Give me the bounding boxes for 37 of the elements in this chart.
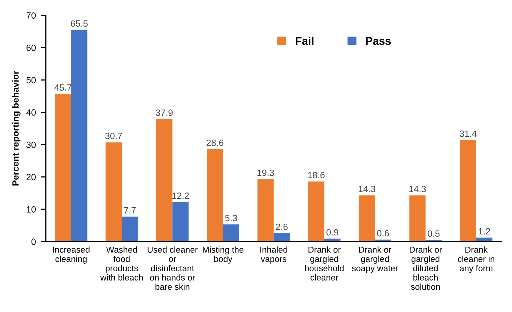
y-tick-label: 30 (26, 142, 36, 148)
x-tick-label: Drank or gargled household cleaner (305, 246, 344, 281)
data-label: 1.2 (478, 228, 490, 235)
data-label: 12.2 (172, 192, 190, 200)
y-tick-label: 10 (27, 206, 36, 213)
data-label: 30.7 (105, 133, 122, 140)
x-tick-label: Misting the body (203, 246, 244, 264)
x-tick-label: Used cleaner or disinfectant on hands or bare skin (148, 246, 198, 290)
x-tick-label: Increased cleaning (53, 246, 90, 264)
data-label: 14.3 (358, 186, 376, 192)
legend-label: Fail (296, 36, 314, 46)
data-label: 14.3 (410, 186, 426, 192)
data-label: 65.5 (71, 20, 88, 27)
data-label: 0.6 (377, 230, 390, 237)
x-tick-label: Drank or gargled soapy water (352, 246, 398, 274)
data-label: 37.9 (156, 110, 173, 116)
y-tick-label: 20 (26, 174, 36, 181)
x-tick-label: Inhaled vapors (260, 246, 288, 264)
data-label: 0.5 (428, 230, 440, 238)
y-tick-label: 60 (26, 44, 36, 52)
data-label: 7.7 (124, 207, 136, 214)
data-label: 0.9 (326, 229, 338, 236)
legend-label: Pass (366, 37, 392, 46)
x-tick-label: Drank cleaner in any form (458, 246, 495, 274)
y-tick-label: 0 (32, 238, 36, 246)
y-tick-label: 40 (26, 110, 36, 116)
data-label: 31.4 (460, 130, 477, 138)
y-tick-label: 70 (26, 12, 36, 19)
x-tick-label: Washed food products with bleach (100, 246, 144, 281)
x-tick-label: Drank or gargled diluted bleach solution (410, 246, 442, 290)
data-label: 28.6 (206, 140, 224, 146)
data-label: 19.3 (258, 170, 274, 176)
data-label: 5.3 (225, 215, 238, 222)
y-axis-title: Percent reporting behavior (12, 71, 21, 186)
y-tick-label: 50 (26, 77, 36, 84)
data-label: 18.6 (308, 172, 325, 179)
data-label: 2.6 (276, 224, 288, 230)
